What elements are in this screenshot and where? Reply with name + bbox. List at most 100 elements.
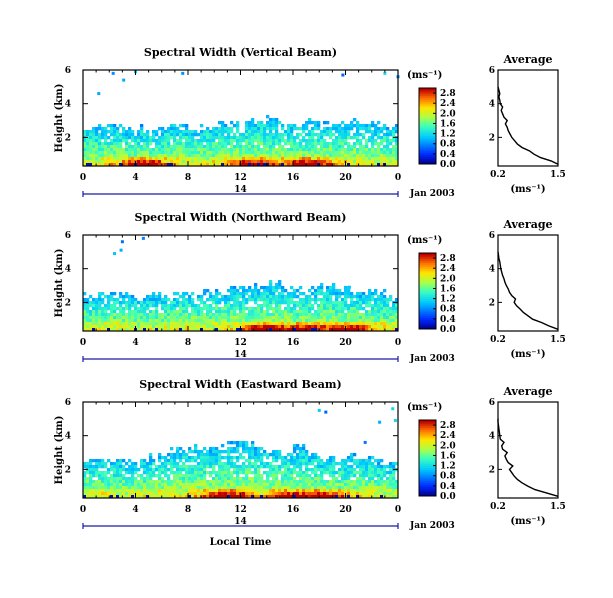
heatmap-cell — [212, 157, 216, 161]
heatmap-cell — [296, 142, 300, 146]
heatmap-cell — [272, 289, 276, 293]
heatmap-cell — [167, 459, 171, 463]
heatmap-cell — [284, 307, 288, 311]
heatmap-cell — [395, 298, 399, 302]
heatmap-cell — [227, 486, 231, 490]
heatmap-cell — [233, 322, 237, 326]
heatmap-cell — [320, 319, 324, 323]
heatmap-cell — [182, 292, 186, 296]
heatmap-cell — [176, 292, 180, 296]
heatmap-cell — [176, 447, 180, 451]
heatmap-cell — [119, 319, 123, 323]
heatmap-cell — [167, 468, 171, 472]
heatmap-cell — [104, 148, 108, 152]
heatmap-cell — [317, 486, 321, 490]
heatmap-cell — [275, 477, 279, 481]
heatmap-cell — [332, 127, 336, 131]
heatmap-cell — [281, 456, 285, 460]
heatmap-cell — [101, 133, 105, 137]
heatmap-cell — [392, 465, 396, 469]
colorbar-swatch — [419, 317, 436, 320]
heatmap-cell — [332, 283, 336, 287]
heatmap-cell — [299, 316, 303, 320]
heatmap-cell — [95, 465, 99, 469]
heatmap-cell — [323, 328, 327, 332]
heatmap-cell — [170, 130, 174, 134]
heatmap-cell — [113, 310, 117, 314]
heatmap-cell — [380, 468, 384, 472]
heatmap-cell — [344, 298, 348, 302]
heatmap-cell — [89, 316, 93, 320]
heatmap-cell — [191, 495, 195, 499]
heatmap-cell — [248, 307, 252, 311]
heatmap-cell — [293, 160, 297, 164]
heatmap-cell — [263, 127, 267, 131]
heatmap-cell — [266, 136, 270, 140]
heatmap-cell — [386, 322, 390, 326]
colorbar-swatch — [419, 433, 436, 436]
heatmap-cell — [86, 477, 90, 481]
heatmap-cell — [236, 456, 240, 460]
heatmap-cell — [128, 127, 132, 131]
heatmap-cell — [308, 319, 312, 323]
heatmap-cell — [314, 142, 318, 146]
heatmap-cell — [314, 301, 318, 305]
heatmap-cell — [86, 480, 90, 484]
heatmap-cell — [116, 474, 120, 478]
heatmap-cell — [296, 160, 300, 164]
heatmap-cell — [302, 471, 306, 475]
heatmap-cell — [131, 480, 135, 484]
heatmap-cell — [185, 130, 189, 134]
heatmap-cell — [344, 139, 348, 143]
heatmap-cell — [164, 486, 168, 490]
heatmap-cell — [104, 492, 108, 496]
heatmap-cell — [341, 136, 345, 140]
heatmap-cell — [206, 465, 210, 469]
heatmap-cell — [365, 313, 369, 317]
heatmap-cell — [89, 468, 93, 472]
heatmap-cell — [89, 310, 93, 314]
heatmap-cell — [287, 148, 291, 152]
heatmap-cell — [386, 160, 390, 164]
heatmap-cell — [149, 483, 153, 487]
heatmap-cell — [146, 148, 150, 152]
heatmap-cell — [263, 139, 267, 143]
heatmap-cell — [371, 154, 375, 158]
heatmap-cell — [263, 462, 267, 466]
heatmap-cell — [122, 459, 126, 463]
heatmap-cell — [383, 316, 387, 320]
heatmap-cell — [206, 456, 210, 460]
heatmap-cell — [131, 310, 135, 314]
heatmap-cell — [257, 139, 261, 143]
heatmap-cell — [314, 477, 318, 481]
average-x-tick-label: 1.5 — [550, 170, 566, 180]
heatmap-cell — [374, 322, 378, 326]
heatmap-cell — [212, 486, 216, 490]
heatmap-cell — [95, 486, 99, 490]
heatmap-cell — [248, 468, 252, 472]
heatmap-cell — [131, 462, 135, 466]
heatmap-cell — [194, 310, 198, 314]
heatmap-cell — [296, 492, 300, 496]
heatmap-cell — [155, 130, 159, 134]
heatmap-cell — [188, 130, 192, 134]
heatmap-cell — [227, 456, 231, 460]
heatmap-cell — [146, 163, 150, 167]
heatmap-cell — [119, 295, 123, 299]
heatmap-cell — [299, 459, 303, 463]
heatmap-cell — [203, 313, 207, 317]
heatmap-cell — [155, 474, 159, 478]
heatmap-cell — [158, 495, 162, 499]
heatmap-cell — [188, 456, 192, 460]
heatmap-cell — [134, 307, 138, 311]
heatmap-cell — [320, 492, 324, 496]
heatmap-cell — [308, 118, 312, 122]
heatmap-cell — [95, 489, 99, 493]
heatmap-cell — [200, 489, 204, 493]
heatmap-cell — [242, 136, 246, 140]
heatmap-cell — [329, 468, 333, 472]
heatmap-cell — [167, 157, 171, 161]
heatmap-cell — [239, 139, 243, 143]
heatmap-cell — [362, 136, 366, 140]
heatmap-cell — [86, 139, 90, 143]
